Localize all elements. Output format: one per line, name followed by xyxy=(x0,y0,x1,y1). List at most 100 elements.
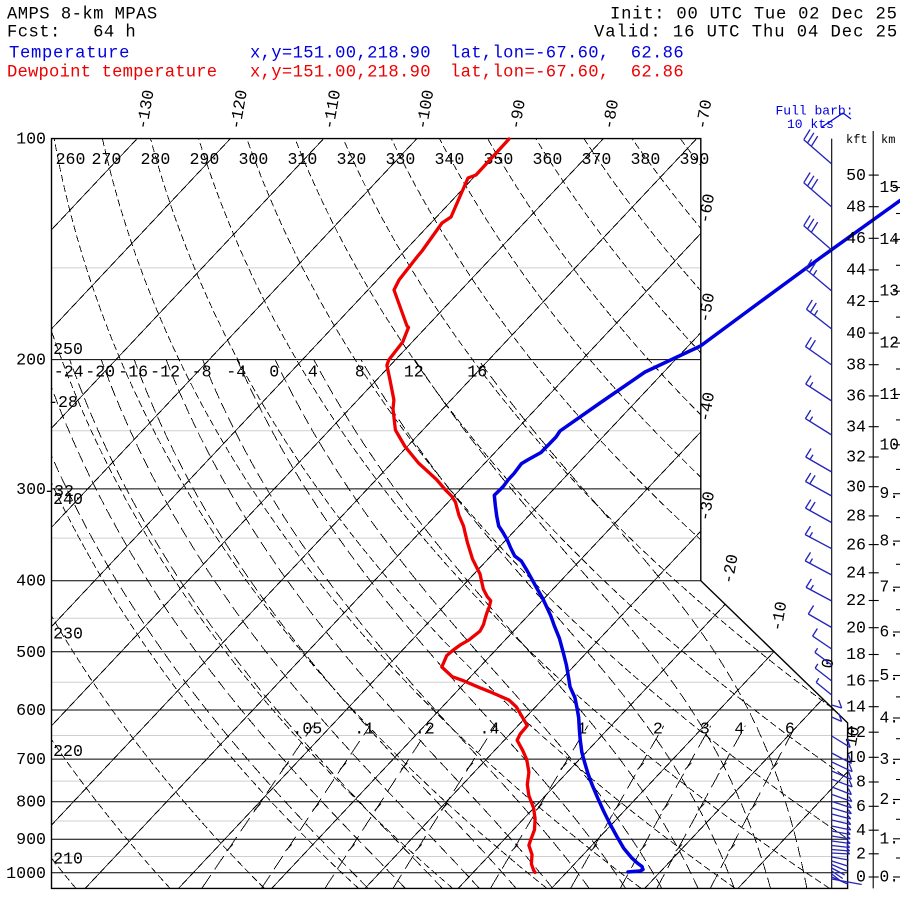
svg-text:.1: .1 xyxy=(354,720,374,739)
svg-text:26: 26 xyxy=(846,535,866,554)
svg-text:-80: -80 xyxy=(599,98,623,131)
svg-text:0: 0 xyxy=(818,657,838,670)
svg-text:240: 240 xyxy=(53,490,83,509)
svg-text:34: 34 xyxy=(846,417,866,436)
svg-text:-50: -50 xyxy=(695,291,719,324)
svg-text:6.: 6. xyxy=(880,624,899,642)
svg-text:220: 220 xyxy=(53,742,83,761)
svg-text:380: 380 xyxy=(630,150,660,169)
svg-text:13.: 13. xyxy=(880,283,900,301)
svg-text:330: 330 xyxy=(385,150,415,169)
svg-text:9.: 9. xyxy=(880,485,899,503)
svg-text:290: 290 xyxy=(189,150,219,169)
svg-text:46: 46 xyxy=(846,229,866,248)
svg-text:600: 600 xyxy=(16,701,46,720)
svg-text:14: 14 xyxy=(846,697,866,716)
svg-text:-4: -4 xyxy=(226,363,246,382)
svg-text:8: 8 xyxy=(355,363,365,382)
svg-text:-20: -20 xyxy=(85,363,115,382)
svg-text:14.: 14. xyxy=(880,231,900,249)
svg-text:-24: -24 xyxy=(54,363,84,382)
svg-text:44: 44 xyxy=(846,261,866,280)
svg-text:210: 210 xyxy=(53,850,83,869)
svg-text:230: 230 xyxy=(53,625,83,644)
svg-text:7.: 7. xyxy=(880,579,899,597)
svg-text:1000: 1000 xyxy=(6,864,46,883)
svg-text:km: km xyxy=(881,133,895,147)
svg-text:kft: kft xyxy=(846,133,868,147)
svg-text:lat,lon=-67.60, 62.86: lat,lon=-67.60, 62.86 xyxy=(450,45,684,64)
svg-text:4: 4 xyxy=(856,821,866,840)
svg-text:28: 28 xyxy=(846,507,866,526)
svg-text:-16: -16 xyxy=(118,363,148,382)
svg-text:50: 50 xyxy=(846,166,866,185)
svg-text:8.: 8. xyxy=(880,533,899,551)
svg-text:100: 100 xyxy=(16,130,46,149)
svg-text:300: 300 xyxy=(238,150,268,169)
svg-text:300: 300 xyxy=(16,480,46,499)
svg-text:4.: 4. xyxy=(880,710,899,728)
svg-text:.2: .2 xyxy=(415,720,435,739)
svg-text:6: 6 xyxy=(785,720,795,739)
svg-text:-10: -10 xyxy=(768,600,792,633)
svg-text:1: 1 xyxy=(577,720,587,739)
svg-text:270: 270 xyxy=(91,150,121,169)
svg-text:22: 22 xyxy=(846,591,866,610)
svg-text:.05: .05 xyxy=(292,720,322,739)
svg-text:Full barb:: Full barb: xyxy=(776,104,854,119)
svg-text:10: 10 xyxy=(842,725,864,748)
svg-text:-60: -60 xyxy=(695,192,719,225)
svg-text:32: 32 xyxy=(846,448,866,467)
svg-text:-8: -8 xyxy=(192,363,212,382)
svg-text:250: 250 xyxy=(53,340,83,359)
svg-text:x,y=151.00,218.90: x,y=151.00,218.90 xyxy=(250,64,431,83)
svg-text:24: 24 xyxy=(846,564,866,583)
svg-text:Fcst: 64 h: Fcst: 64 h xyxy=(7,24,136,43)
svg-text:2: 2 xyxy=(856,845,866,864)
svg-text:4: 4 xyxy=(308,363,318,382)
svg-text:AMPS 8-km MPAS: AMPS 8-km MPAS xyxy=(7,6,158,25)
svg-text:Init: 00 UTC Tue 02 Dec 25: Init: 00 UTC Tue 02 Dec 25 xyxy=(610,6,898,25)
svg-text:400: 400 xyxy=(16,572,46,591)
svg-text:4: 4 xyxy=(734,720,744,739)
svg-text:12: 12 xyxy=(846,723,866,742)
svg-text:2.: 2. xyxy=(880,791,899,809)
svg-text:320: 320 xyxy=(336,150,366,169)
svg-text:20: 20 xyxy=(846,618,866,637)
svg-text:350: 350 xyxy=(483,150,513,169)
svg-text:310: 310 xyxy=(287,150,317,169)
svg-text:1.: 1. xyxy=(880,830,899,848)
svg-text:-90: -90 xyxy=(506,98,530,131)
svg-text:8: 8 xyxy=(856,773,866,792)
svg-text:40: 40 xyxy=(846,324,866,343)
svg-text:-32: -32 xyxy=(44,482,74,501)
svg-text:38: 38 xyxy=(846,355,866,374)
svg-text:800: 800 xyxy=(16,793,46,812)
svg-text:11.: 11. xyxy=(880,386,900,404)
svg-text:10.: 10. xyxy=(880,436,900,454)
svg-text:16: 16 xyxy=(467,363,487,382)
svg-text:200: 200 xyxy=(16,351,46,370)
svg-text:390: 390 xyxy=(679,150,709,169)
svg-text:3.: 3. xyxy=(880,751,899,769)
svg-text:-30: -30 xyxy=(695,490,719,523)
svg-text:280: 280 xyxy=(140,150,170,169)
svg-text:16: 16 xyxy=(846,672,866,691)
svg-text:260: 260 xyxy=(56,150,86,169)
svg-text:10 kts: 10 kts xyxy=(787,117,834,132)
svg-text:.4: .4 xyxy=(480,720,500,739)
svg-text:Dewpoint temperature: Dewpoint temperature xyxy=(7,64,217,83)
svg-text:10: 10 xyxy=(846,748,866,767)
svg-text:700: 700 xyxy=(16,750,46,769)
svg-text:0.: 0. xyxy=(880,869,899,887)
svg-text:500: 500 xyxy=(16,643,46,662)
svg-text:Valid: 16 UTC Thu 04 Dec 25: Valid: 16 UTC Thu 04 Dec 25 xyxy=(594,24,898,43)
svg-text:-40: -40 xyxy=(695,391,719,424)
svg-text:-20: -20 xyxy=(719,553,743,586)
svg-text:360: 360 xyxy=(532,150,562,169)
svg-text:36: 36 xyxy=(846,387,866,406)
svg-text:0: 0 xyxy=(269,363,279,382)
svg-text:340: 340 xyxy=(434,150,464,169)
svg-text:x,y=151.00,218.90: x,y=151.00,218.90 xyxy=(250,45,431,64)
svg-text:48: 48 xyxy=(846,197,866,216)
